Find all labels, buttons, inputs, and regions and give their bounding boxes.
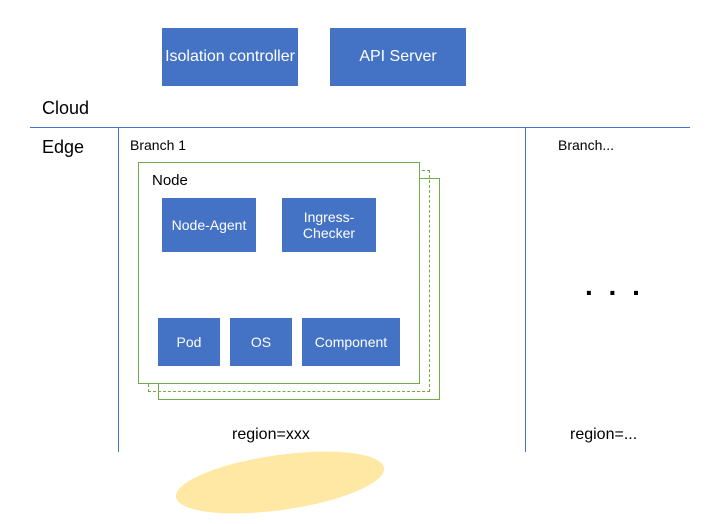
component-box: Component (302, 318, 400, 366)
node-agent-box: Node-Agent (162, 198, 256, 252)
ingress-checker-label: Ingress-Checker (282, 209, 376, 241)
os-box: OS (230, 318, 292, 366)
isolation-controller-box: Isolation controller (162, 28, 298, 86)
isolation-controller-label: Isolation controller (165, 48, 295, 66)
decorative-blob (172, 441, 388, 524)
edge-label: Edge (42, 137, 84, 158)
api-server-box: API Server (330, 28, 466, 86)
branch1-right-divider (525, 127, 526, 452)
architecture-diagram: Isolation controller API Server Cloud Ed… (0, 0, 712, 521)
pod-label: Pod (177, 334, 202, 350)
ingress-checker-box: Ingress-Checker (282, 198, 376, 252)
pod-box: Pod (158, 318, 220, 366)
component-label: Component (315, 334, 387, 350)
branch-more-label: Branch... (558, 137, 614, 153)
branch1-left-divider (118, 127, 119, 452)
ellipsis: . . . (585, 270, 644, 302)
branch-more-region-label: region=... (570, 426, 637, 444)
cloud-label: Cloud (42, 98, 89, 119)
branch1-label: Branch 1 (130, 137, 186, 153)
node-agent-label: Node-Agent (172, 217, 247, 233)
api-server-label: API Server (359, 48, 436, 66)
node-label: Node (152, 172, 188, 189)
cloud-edge-divider (30, 127, 690, 128)
branch1-region-label: region=xxx (232, 426, 310, 444)
os-label: OS (251, 334, 271, 350)
